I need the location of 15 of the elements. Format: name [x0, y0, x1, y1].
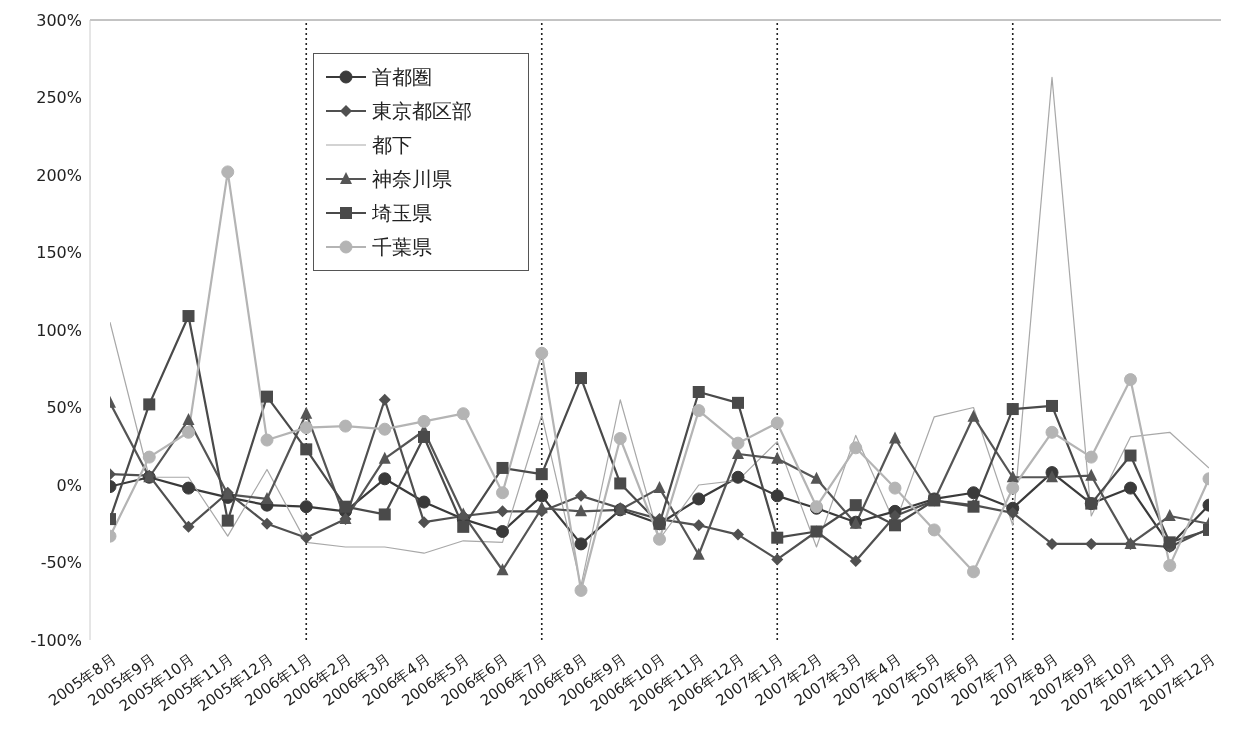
legend-label: 神奈川県 [372, 165, 452, 193]
y-tick-label: 300% [36, 10, 82, 30]
legend-label: 首都圏 [372, 63, 432, 91]
y-tick-label: -50% [40, 553, 82, 573]
y-tick-label: -100% [30, 630, 82, 650]
legend-label: 埼玉県 [372, 199, 432, 227]
y-tick-label: 100% [36, 320, 82, 340]
y-tick-label: 50% [46, 398, 82, 418]
legend-label: 千葉県 [372, 233, 432, 261]
y-tick-label: 0% [56, 475, 82, 495]
y-tick-label: 250% [36, 88, 82, 108]
legend-label: 東京都区部 [372, 97, 472, 125]
y-tick-label: 200% [36, 165, 82, 185]
y-tick-label: 150% [36, 243, 82, 263]
legend-label: 都下 [372, 131, 412, 159]
